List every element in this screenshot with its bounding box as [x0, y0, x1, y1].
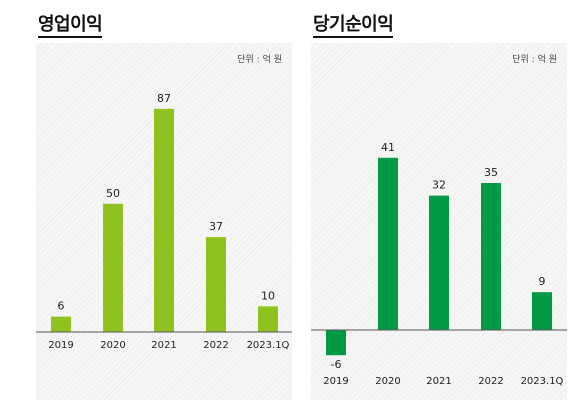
bar-2021 — [154, 108, 174, 332]
x-tick-label: 2019 — [48, 340, 73, 351]
bar-2020 — [378, 157, 398, 330]
bar-2020 — [103, 203, 123, 332]
x-tick-label: 2022 — [203, 340, 228, 351]
bar-2023.1Q — [258, 306, 278, 332]
data-label: 35 — [484, 166, 498, 179]
x-tick-label: 2023.1Q — [247, 340, 290, 351]
x-tick-label: 2023.1Q — [521, 376, 564, 387]
title-underline — [38, 36, 103, 38]
bar-2019 — [51, 316, 71, 332]
x-tick-label: 2019 — [323, 376, 348, 387]
chart-title-text: 영업이익 — [38, 14, 103, 35]
chart-title-net-income: 당기순이익 — [313, 10, 394, 38]
bar-chart-operating-profit: 6 2019 50 2020 87 2021 37 2022 10 2023.1Q — [36, 92, 292, 351]
x-tick-label: 2020 — [375, 376, 400, 387]
title-underline — [313, 36, 394, 38]
bar-2022 — [206, 237, 226, 332]
bar-2019 — [326, 330, 346, 356]
data-label: 6 — [58, 300, 65, 313]
data-label: 50 — [106, 187, 120, 200]
data-label: 41 — [381, 141, 395, 154]
chart-title-text: 당기순이익 — [313, 14, 394, 35]
bar-chart-net-income: -6 2019 41 2020 32 2021 35 2022 9 2023.1Q — [311, 141, 567, 387]
bar-2023.1Q — [532, 292, 552, 330]
data-label: 87 — [157, 92, 171, 105]
chart-panel-net-income: 단위 : 억 원 -6 2019 41 2020 32 2021 35 2022 9 2023.1… — [311, 43, 567, 400]
x-tick-label: 2021 — [151, 340, 176, 351]
data-label: 32 — [432, 179, 446, 192]
data-label: 37 — [209, 220, 223, 233]
data-label: 10 — [261, 289, 275, 302]
bar-2021 — [429, 195, 449, 330]
data-label: 9 — [539, 275, 546, 288]
unit-label: 단위 : 억 원 — [512, 55, 557, 65]
unit-label: 단위 : 억 원 — [237, 55, 282, 65]
x-tick-label: 2020 — [100, 340, 125, 351]
bar-2022 — [481, 183, 501, 330]
chart-panel-operating-profit: 단위 : 억 원 6 2019 50 2020 87 2021 37 2022 10 2023.1… — [36, 43, 292, 400]
chart-title-operating-profit: 영업이익 — [38, 10, 103, 38]
x-tick-label: 2022 — [478, 376, 503, 387]
x-tick-label: 2021 — [426, 376, 451, 387]
data-label: -6 — [331, 358, 342, 371]
